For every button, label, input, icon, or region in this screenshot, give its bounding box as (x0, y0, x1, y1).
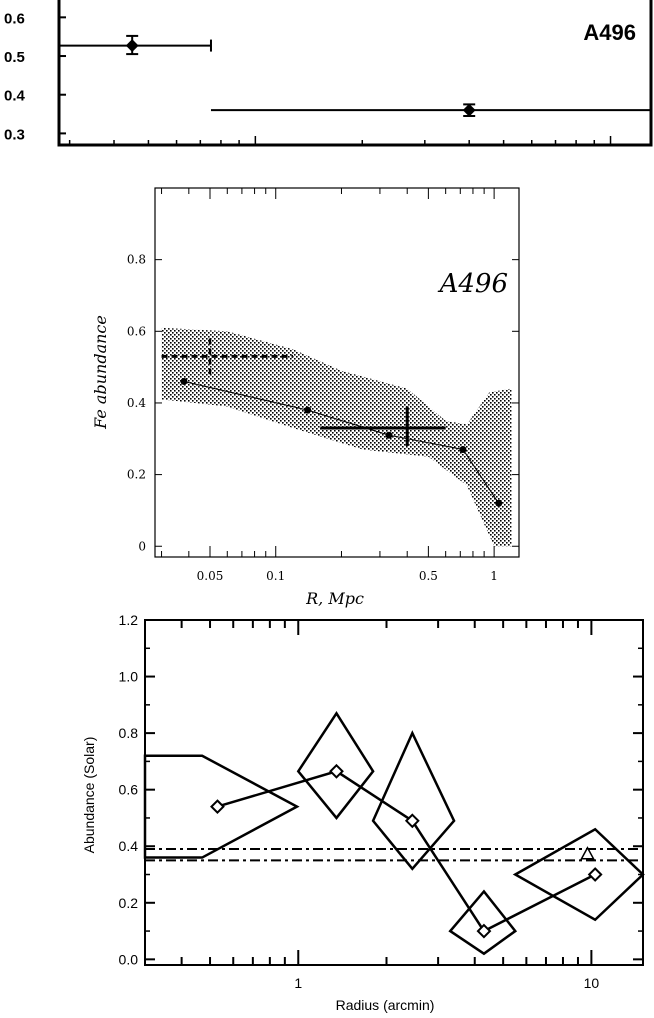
data-point (210, 799, 225, 815)
panel-middle-x-ticks: 0.05 0.1 0.5 1 (161, 188, 498, 583)
error-diamond (296, 711, 375, 820)
y-tick-label: 0 (138, 539, 146, 553)
profile-point (385, 431, 393, 439)
panel-middle-x-label: R, Mpc (305, 589, 364, 608)
panel-middle-frame (154, 187, 520, 558)
y-tick-label: 0.6 (4, 10, 25, 27)
panel-top-y-ticks: 0.6 0.5 0.4 0.3 (4, 10, 66, 143)
data-point (587, 867, 603, 882)
x-tick-label: 0.05 (197, 569, 224, 583)
y-tick-label: 1.2 (119, 612, 139, 628)
data-point (404, 813, 420, 829)
data-point (329, 763, 344, 779)
error-diamond (143, 754, 300, 859)
panel-middle-data (161, 338, 503, 507)
y-tick-label: 0.4 (119, 838, 139, 854)
data-point (125, 39, 139, 52)
panel-top-points (59, 34, 652, 117)
error-diamond (448, 889, 518, 956)
panel-middle-y-ticks: 0 0.2 0.4 0.6 0.8 (127, 253, 519, 553)
panel-top-x-ticks (68, 136, 612, 145)
y-tick-label: 1.0 (119, 669, 139, 685)
x-tick-label: 0.1 (266, 569, 285, 583)
y-tick-label: 0.6 (119, 782, 139, 798)
data-point (476, 923, 492, 939)
panel-middle-title: A496 (438, 269, 508, 299)
x-tick-label: 0.5 (419, 569, 438, 583)
y-tick-label: 0.5 (4, 49, 25, 66)
panel-bottom-data (143, 711, 645, 956)
panel-bottom-y-ticks: 0.0 0.2 0.4 0.6 0.8 1.0 1.2 (119, 612, 643, 967)
panel-top: 0.6 0.5 0.4 0.3 A496 (4, 0, 653, 147)
panel-top-title: A496 (583, 20, 636, 45)
profile-point (495, 499, 503, 507)
panel-bottom-x-label: Radius (arcmin) (336, 997, 435, 1013)
profile-point (304, 406, 312, 414)
y-tick-label: 0.4 (4, 88, 26, 105)
y-tick-label: 0.2 (127, 468, 146, 482)
data-point (462, 103, 476, 117)
error-diamond (512, 827, 645, 922)
panel-middle-y-label: Fe abundance (91, 315, 110, 430)
scatter-band (161, 327, 512, 547)
y-tick-label: 0.4 (127, 396, 146, 410)
x-tick-label: 1 (294, 975, 302, 991)
triangle-point (580, 846, 595, 860)
panel-bottom-frame (144, 619, 644, 966)
x-tick-label: 1 (490, 569, 498, 583)
panel-middle: 0 0.2 0.4 0.6 0.8 0.05 0.1 0.5 1 A496 R, Mpc Fe… (91, 187, 520, 608)
y-tick-label: 0.2 (119, 895, 139, 911)
panel-bottom-y-label: Abundance (Solar) (81, 737, 97, 854)
y-tick-label: 0.8 (119, 725, 139, 741)
y-tick-label: 0.8 (127, 253, 146, 267)
y-tick-label: 0.0 (119, 951, 139, 967)
panel-bottom-x-ticks: 1 10 (180, 620, 600, 991)
profile-point (180, 377, 188, 385)
x-tick-label: 10 (584, 975, 600, 991)
panel-bottom: 0.0 0.2 0.4 0.6 0.8 1.0 1.2 1 10 Radius (arcmin… (81, 612, 645, 1013)
y-tick-label: 0.3 (4, 126, 25, 143)
error-diamond (371, 730, 456, 871)
y-tick-label: 0.6 (127, 324, 146, 338)
panel-top-frame (57, 0, 653, 147)
profile-point (459, 446, 467, 454)
